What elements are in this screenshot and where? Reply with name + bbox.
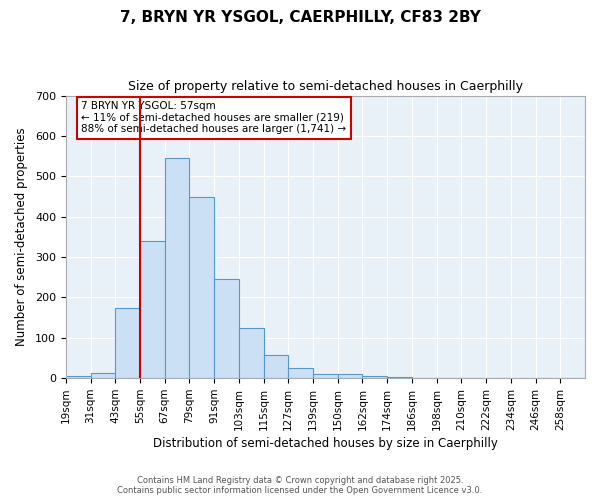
Bar (289, 368, 313, 378)
Bar (140, 241, 164, 378)
Bar (362, 376, 387, 378)
X-axis label: Distribution of semi-detached houses by size in Caerphilly: Distribution of semi-detached houses by … (153, 437, 498, 450)
Text: 7 BRYN YR YSGOL: 57sqm
← 11% of semi-detached houses are smaller (219)
88% of se: 7 BRYN YR YSGOL: 57sqm ← 11% of semi-det… (82, 101, 346, 134)
Text: 7, BRYN YR YSGOL, CAERPHILLY, CF83 2BY: 7, BRYN YR YSGOL, CAERPHILLY, CF83 2BY (119, 10, 481, 25)
Bar (190, 196, 214, 378)
Bar (66, 376, 91, 378)
Bar (214, 280, 239, 378)
Text: Contains HM Land Registry data © Crown copyright and database right 2025.
Contai: Contains HM Land Registry data © Crown c… (118, 476, 482, 495)
Bar (263, 355, 289, 378)
Bar (338, 374, 362, 378)
Bar (164, 158, 190, 378)
Title: Size of property relative to semi-detached houses in Caerphilly: Size of property relative to semi-detach… (128, 80, 523, 93)
Bar (313, 374, 338, 378)
Y-axis label: Number of semi-detached properties: Number of semi-detached properties (15, 128, 28, 346)
Bar (91, 374, 115, 378)
Bar (239, 328, 263, 378)
Bar (115, 308, 140, 378)
